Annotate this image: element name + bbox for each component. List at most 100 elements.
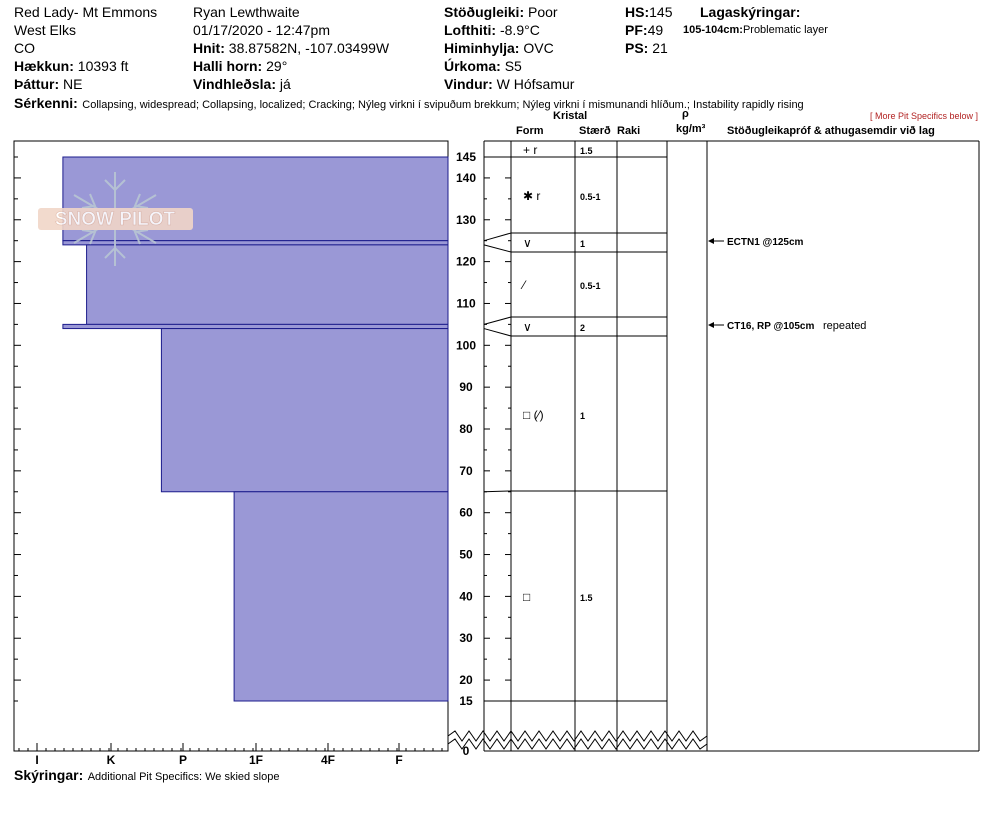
depth-tick-label: 70 — [459, 464, 473, 478]
crystal-header: Kristal — [553, 110, 588, 122]
hardness-tick-label: K — [107, 753, 116, 767]
logo-text: SNOW PILOT — [55, 209, 176, 230]
depth-tick-label: 60 — [459, 506, 473, 520]
stability-test: ECTN1 @125cm — [708, 237, 804, 248]
density-unit-header: kg/m³ — [676, 123, 706, 135]
crystal-row: ∨ 1 — [523, 236, 585, 250]
arrow-head-icon — [708, 238, 714, 244]
depth-tick-label: 130 — [456, 213, 476, 227]
depth-tick-label: 145 — [456, 150, 476, 164]
pf-value: 49 — [647, 22, 664, 38]
depth-tick-label: 140 — [456, 171, 476, 185]
arrow-head-icon — [708, 322, 714, 328]
rho-header: ρ — [682, 108, 689, 120]
crystal-size: 1 — [580, 239, 585, 249]
test-comment: repeated — [823, 320, 866, 332]
test-result: CT16, RP @105cm — [727, 321, 814, 332]
wind-label: Vindur: — [444, 76, 493, 92]
crystal-size: 1.5 — [580, 146, 593, 156]
hardness-layer-bar — [160, 328, 449, 493]
layer-boundary-line — [483, 232, 667, 242]
crystal-row: ∨ 2 — [523, 320, 585, 334]
crystal-row: □ 1.5 — [523, 590, 593, 604]
stability-test: CT16, RP @105cm repeated — [708, 320, 866, 332]
crystal-row: + r 1.5 — [523, 143, 593, 157]
crystal-row: ✱ r 0.5-1 — [523, 189, 601, 203]
form-header: Form — [516, 125, 544, 137]
crystal-size: 1.5 — [580, 593, 593, 603]
stability-value: Poor — [528, 4, 558, 20]
features-label: Sérkenni: — [14, 95, 78, 111]
stability-label: Stöðugleiki: — [444, 4, 525, 20]
crystal-form: ✱ r — [523, 189, 540, 203]
layer-note-text: Problematic layer — [742, 24, 828, 36]
crystal-size: 1 — [580, 411, 585, 421]
wind-loading-value: já — [279, 76, 291, 92]
crystal-form: ∨ — [523, 320, 532, 334]
state: CO — [14, 40, 35, 56]
crystal-row: ⁄ 0.5-1 — [520, 278, 601, 292]
layer-boundary-line — [483, 328, 667, 337]
depth-tick-label: 50 — [459, 548, 473, 562]
hardness-layer-bar — [233, 491, 449, 702]
pf-label: PF: — [625, 22, 648, 38]
layer-boundary-line — [483, 244, 667, 253]
notes-value: Additional Pit Specifics: We skied slope — [87, 771, 280, 783]
crystal-form: ⁄ — [520, 278, 527, 292]
airtemp-label: Lofthiti: — [444, 22, 497, 38]
ps-label: PS: — [625, 40, 649, 56]
airtemp-value: -8.9°C — [499, 22, 540, 38]
features-value: Collapsing, widespread; Collapsing, loca… — [82, 99, 804, 111]
tests-header: Stöðugleikapróf & athugasemdir við lag — [727, 125, 935, 137]
hardness-tick-label: P — [179, 753, 187, 767]
crystal-form: ∨ — [523, 236, 532, 250]
wind-value: W Hófsamur — [496, 76, 575, 92]
size-header: Stærð — [579, 125, 611, 137]
layer-boundary-line — [483, 490, 667, 493]
depth-tick-label: 120 — [456, 255, 476, 269]
hardness-layer-bar — [86, 244, 449, 325]
more-pit-specifics-link[interactable]: [ More Pit Specifics below ] — [870, 111, 979, 121]
crystal-row: □ (⁄) 1 — [523, 408, 585, 422]
depth-tick-label: 110 — [456, 296, 476, 310]
moisture-header: Raki — [617, 125, 641, 137]
aspect-value: NE — [63, 76, 83, 92]
depth-tick-label: 15 — [459, 694, 473, 708]
coords-value: 38.87582N, -107.03499W — [228, 40, 390, 56]
observer-name: Ryan Lewthwaite — [193, 4, 300, 20]
crystal-form: □ (⁄) — [523, 408, 544, 422]
coords-label: Hnit: — [193, 40, 225, 56]
mountain-range: West Elks — [14, 22, 76, 38]
depth-tick-label: 0 — [463, 744, 470, 758]
crystal-size: 2 — [580, 323, 585, 333]
depth-tick-label: 100 — [456, 338, 476, 352]
layer-notes-label: Lagaskýringar: — [700, 4, 801, 20]
depth-tick-label: 30 — [459, 631, 473, 645]
location-name: Red Lady- Mt Emmons — [14, 4, 158, 20]
precip-value: S5 — [504, 58, 522, 74]
slope-value: 29° — [266, 58, 288, 74]
layer-boundary-line — [483, 316, 667, 325]
notes-label: Skýringar: — [14, 767, 84, 783]
hardness-tick-label: 1F — [249, 753, 263, 767]
elevation-label: Hækkun: — [14, 58, 74, 74]
hardness-tick-label: I — [35, 753, 38, 767]
observation-datetime: 01/17/2020 - 12:47pm — [193, 22, 330, 38]
hardness-tick-label: F — [395, 753, 402, 767]
crystal-size: 0.5-1 — [580, 281, 601, 291]
crystal-size: 0.5-1 — [580, 192, 601, 202]
crystal-form: + r — [523, 143, 537, 157]
test-result: ECTN1 @125cm — [727, 237, 804, 248]
hardness-tick-label: 4F — [321, 753, 335, 767]
ps-value: 21 — [652, 40, 668, 56]
hs-value: 145 — [649, 4, 673, 20]
elevation-value: 10393 ft — [77, 58, 129, 74]
depth-tick-label: 80 — [459, 422, 473, 436]
layer-note-depth: 105-104cm: — [683, 24, 743, 36]
slope-label: Halli horn: — [193, 58, 263, 74]
aspect-label: Þáttur: — [14, 76, 60, 92]
logo-banner — [38, 208, 193, 230]
hs-label: HS: — [625, 4, 650, 20]
wind-loading-label: Vindhleðsla: — [193, 76, 276, 92]
